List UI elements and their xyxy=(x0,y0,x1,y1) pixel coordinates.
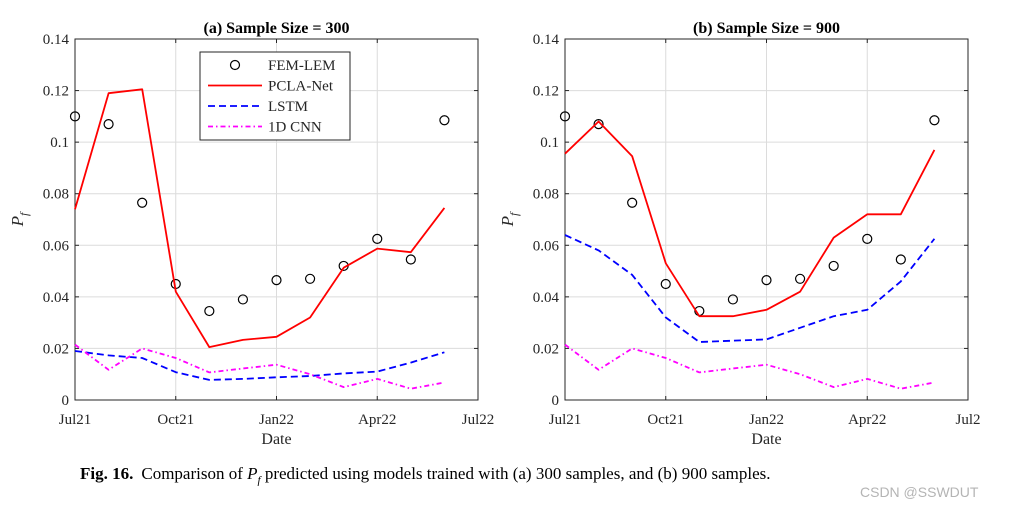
legend-box xyxy=(199,51,351,141)
x-tick-label: Jan22 xyxy=(749,412,784,428)
panel-b: Jul21 Oct21 Jan22 Apr22 Jul2 0 0.02 0.04 0.06 0.0… xyxy=(498,20,981,448)
caption-text-before: Comparison of xyxy=(141,464,248,483)
caption-pf-sub: f xyxy=(257,474,261,487)
y-axis-label-sub: f xyxy=(17,211,31,216)
figure-caption: Fig. 16. Comparison of Pf predicted using… xyxy=(80,464,770,486)
y-tick-label: 0.02 xyxy=(43,341,69,357)
legend-label-pcla-net: PCLA-Net xyxy=(268,79,334,95)
data-point-fem-lem xyxy=(204,305,215,317)
y-tick-label: 0.06 xyxy=(533,238,560,254)
x-tick-label: Jul22 xyxy=(462,412,495,428)
data-point-fem-lem xyxy=(304,273,316,284)
series-line-lstm xyxy=(564,234,936,343)
y-tick-label: 0.14 xyxy=(43,32,70,48)
y-tick-label: 0.08 xyxy=(43,187,69,203)
data-point-fem-lem xyxy=(727,294,739,305)
y-tick-label: 0 xyxy=(552,393,560,409)
legend-label-lstm: LSTM xyxy=(268,99,308,115)
data-point-fem-lem xyxy=(103,118,114,130)
x-tick-label: Apr22 xyxy=(358,412,396,428)
y-tick-label: 0.02 xyxy=(533,341,559,357)
data-point-fem-lem xyxy=(660,278,671,290)
y-axis-label-sub: f xyxy=(507,211,521,216)
caption-pf-main: P xyxy=(247,464,258,483)
data-point-fem-lem xyxy=(559,111,571,122)
series-line-pcla-net xyxy=(564,120,936,318)
y-tick-label: 0.1 xyxy=(540,135,559,151)
y-tick-label: 0.12 xyxy=(533,84,559,100)
legend-label-fem-lem: FEM-LEM xyxy=(268,58,336,74)
y-tick-label: 0 xyxy=(62,393,70,409)
y-tick-label: 0.1 xyxy=(50,135,69,151)
y-tick-label: 0.08 xyxy=(533,187,559,203)
data-point-fem-lem xyxy=(627,197,638,208)
caption-label: Fig. 16. xyxy=(80,464,134,483)
data-point-fem-lem xyxy=(405,254,416,265)
x-tick-label: Oct21 xyxy=(647,412,684,428)
y-tick-label: 0.04 xyxy=(533,290,560,306)
chart-title: (a) Sample Size = 300 xyxy=(204,20,350,37)
y-axis-label-main: P xyxy=(498,216,517,227)
data-point-fem-lem xyxy=(895,254,906,265)
series-line-pcla-net xyxy=(74,88,446,349)
data-point-fem-lem xyxy=(271,274,282,286)
x-tick-label: Jan22 xyxy=(259,412,294,428)
x-tick-label: Oct21 xyxy=(157,412,194,428)
y-tick-label: 0.04 xyxy=(43,290,70,306)
legend-label-1d-cnn: 1D CNN xyxy=(268,120,322,136)
y-axis-label: Pf xyxy=(498,211,521,227)
y-axis-label: Pf xyxy=(8,211,31,227)
series-line-1d-cnn xyxy=(564,343,935,390)
x-tick-label: Jul21 xyxy=(549,412,582,428)
series-line-1d-cnn xyxy=(74,343,445,390)
y-tick-label: 0.12 xyxy=(43,84,69,100)
data-point-fem-lem xyxy=(828,260,839,272)
series-line-lstm xyxy=(74,350,445,381)
data-point-fem-lem xyxy=(794,273,806,284)
caption-text-after: predicted using models trained with (a) … xyxy=(260,464,771,483)
y-axis-label-main: P xyxy=(8,216,27,227)
data-point-fem-lem xyxy=(137,197,148,208)
chart-title: (b) Sample Size = 900 xyxy=(693,20,840,37)
data-point-fem-lem xyxy=(929,115,940,126)
y-tick-label: 0.14 xyxy=(533,32,560,48)
legend-swatch-fem-lem xyxy=(229,59,241,71)
x-tick-label: Jul21 xyxy=(59,412,92,428)
x-axis-label: Date xyxy=(261,431,291,448)
data-point-fem-lem xyxy=(237,294,249,305)
x-axis-label: Date xyxy=(751,431,781,448)
data-point-fem-lem xyxy=(862,233,873,244)
data-point-fem-lem xyxy=(439,115,450,126)
caption-pf-symbol: Pf xyxy=(247,464,261,487)
data-point-fem-lem xyxy=(761,274,772,286)
data-point-fem-lem xyxy=(372,233,383,244)
panel-a: Jul21 Oct21 Jan22 Apr22 Jul22 0 0.02 0.04 0.06 0.… xyxy=(8,20,494,448)
x-tick-label: Apr22 xyxy=(848,412,886,428)
data-point-fem-lem xyxy=(69,111,81,122)
watermark: CSDN @SSWDUT xyxy=(860,484,979,500)
data-point-fem-lem xyxy=(593,118,604,130)
y-tick-label: 0.06 xyxy=(43,238,70,254)
x-tick-label: Jul2 xyxy=(955,412,980,428)
